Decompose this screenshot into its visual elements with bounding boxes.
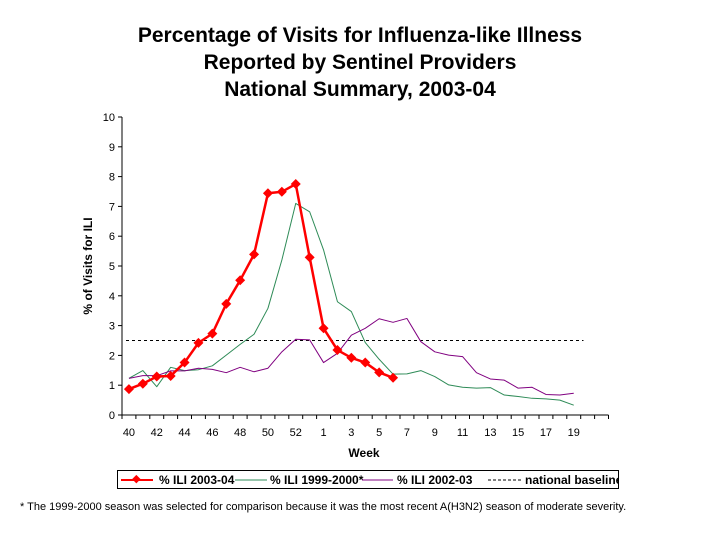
- x-tick-label: 48: [234, 427, 246, 439]
- x-tick-label: 3: [348, 427, 354, 439]
- data-point-2003-04: [276, 186, 287, 197]
- data-point-2003-04: [360, 357, 371, 368]
- y-tick-label: 2: [109, 350, 115, 362]
- data-point-2003-04: [207, 328, 218, 339]
- y-tick-label: 5: [109, 261, 115, 273]
- x-tick-label: 40: [123, 427, 135, 439]
- data-point-2003-04: [235, 275, 246, 286]
- legend-entry-baseline: national baseline: [488, 473, 619, 487]
- x-tick-label: 5: [376, 427, 382, 439]
- data-point-2003-04: [249, 249, 260, 260]
- data-point-2003-04: [318, 323, 329, 334]
- legend-entry-1999-2000: % ILI 1999-2000*: [235, 473, 364, 487]
- y-tick-label: 10: [103, 112, 115, 124]
- y-tick-label: 1: [109, 380, 115, 392]
- data-point-2003-04: [346, 352, 357, 363]
- series-line-2002-03: [128, 317, 574, 396]
- legend-entry-2002-03: % ILI 2002-03: [362, 473, 473, 487]
- data-point-2003-04: [388, 372, 399, 383]
- legend-label: national baseline: [525, 473, 619, 487]
- x-tick-label: 42: [151, 427, 163, 439]
- x-tick-label: 52: [290, 427, 302, 439]
- chart-title-line-2: Reported by Sentinel Providers: [203, 51, 517, 74]
- data-point-2003-04: [151, 371, 162, 382]
- legend: % ILI 2003-04 % ILI 1999-2000* % ILI 200…: [117, 470, 619, 489]
- legend-entry-2003-04: % ILI 2003-04: [121, 473, 235, 487]
- data-point-2003-04: [179, 357, 190, 368]
- y-tick-label: 7: [109, 201, 115, 213]
- y-tick-label: 8: [109, 172, 115, 184]
- data-point-2003-04: [374, 367, 385, 378]
- x-axis-title: Week: [348, 446, 379, 460]
- data-point-2003-04: [290, 179, 301, 190]
- data-point-2003-04: [221, 298, 232, 309]
- x-tick-label: 19: [568, 427, 580, 439]
- footnote: * The 1999-2000 season was selected for …: [20, 501, 627, 513]
- y-tick-label: 3: [109, 321, 115, 333]
- x-tick-label: 15: [512, 427, 524, 439]
- x-tick-label: 17: [540, 427, 552, 439]
- x-tick-label: 46: [206, 427, 218, 439]
- legend-label: % ILI 2002-03: [397, 473, 473, 487]
- series-line-1999-2000: [128, 202, 574, 406]
- x-tick-label: 9: [432, 427, 438, 439]
- data-point-2003-04: [137, 378, 148, 389]
- data-point-2003-04: [165, 370, 176, 381]
- data-point-2003-04: [304, 252, 315, 263]
- legend-label: % ILI 2003-04: [159, 473, 235, 487]
- y-tick-label: 4: [109, 291, 115, 303]
- data-point-2003-04: [262, 188, 273, 199]
- diamond-marker-icon: [132, 474, 141, 484]
- chart-title-line-1: Percentage of Visits for Influenza-like …: [137, 24, 583, 47]
- data-point-2003-04: [193, 337, 204, 348]
- x-tick-label: 13: [484, 427, 496, 439]
- x-tick-label: 7: [404, 427, 410, 439]
- y-axis-title: % of Visits for ILI: [81, 217, 95, 314]
- data-point-2003-04: [332, 345, 343, 356]
- x-tick-label: 44: [178, 427, 190, 439]
- y-tick-label: 6: [109, 231, 115, 243]
- x-tick-label: 50: [262, 427, 274, 439]
- legend-label: % ILI 1999-2000*: [270, 473, 364, 487]
- y-tick-label: 0: [109, 410, 115, 422]
- data-point-2003-04: [123, 384, 134, 395]
- x-tick-label: 1: [320, 427, 326, 439]
- x-tick-label: 11: [457, 427, 468, 439]
- y-tick-label: 9: [109, 142, 115, 154]
- chart-title-line-3: National Summary, 2003-04: [224, 78, 496, 101]
